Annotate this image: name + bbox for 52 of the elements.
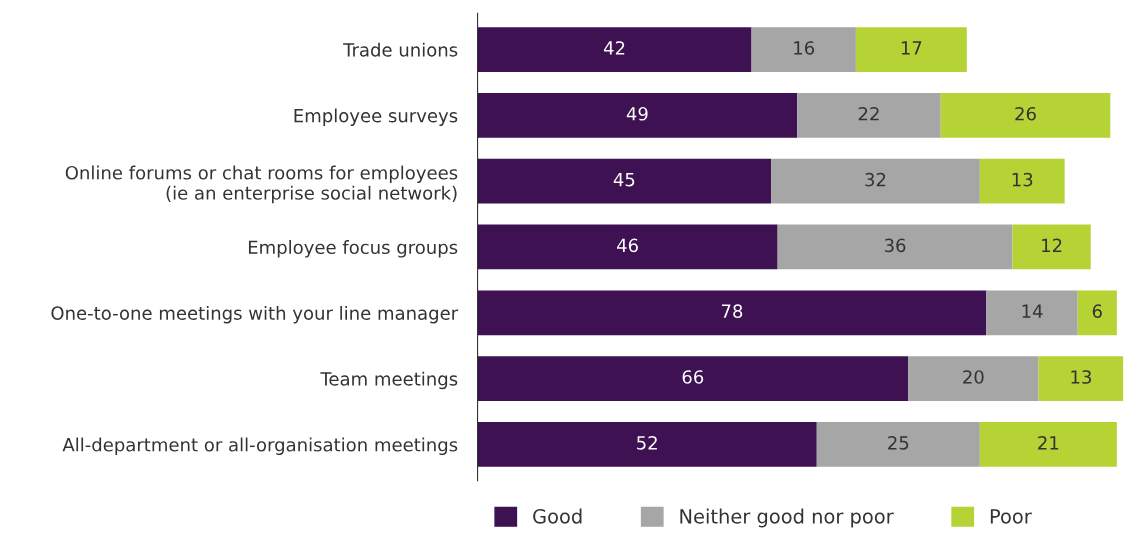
legend-label: Good (533, 508, 582, 524)
bar (986, 290, 1078, 336)
data-label: 20 (963, 370, 984, 384)
data-label: 12 (1042, 238, 1062, 252)
legend-label: Neither good nor poor (680, 508, 894, 528)
bar (1038, 356, 1124, 401)
data-label: 13 (1012, 172, 1033, 187)
data-label: 14 (1022, 304, 1043, 318)
data-label: 66 (682, 370, 704, 384)
legend-label: Poor (990, 509, 1032, 524)
bar (1012, 224, 1091, 270)
bar (979, 158, 1065, 204)
data-label: 22 (858, 106, 879, 121)
data-label: 36 (884, 238, 906, 253)
bar (477, 356, 909, 401)
bar (477, 290, 987, 336)
data-label: 52 (637, 435, 657, 450)
bar (777, 224, 1013, 270)
y-tick-label: Employee focus groups (248, 240, 458, 258)
data-label: 25 (888, 435, 909, 450)
bar (477, 27, 752, 72)
data-label: 42 (603, 41, 625, 55)
bar (940, 92, 1111, 138)
bar (477, 92, 798, 138)
data-label: 17 (901, 41, 922, 55)
bar (797, 92, 941, 138)
data-label: 46 (616, 238, 638, 253)
data-label: 21 (1038, 435, 1059, 450)
bar (477, 422, 817, 467)
bar (477, 224, 778, 270)
data-label: 26 (1015, 106, 1036, 121)
y-tick-label: All-department or all-organisation meetings (62, 437, 458, 456)
data-label: 16 (794, 41, 815, 55)
data-label: 6 (1092, 304, 1102, 319)
data-label: 49 (626, 106, 648, 121)
data-label: 45 (613, 172, 635, 187)
data-label: 13 (1071, 370, 1091, 384)
data-label: 32 (865, 172, 886, 187)
y-tick-label: Team meetings (320, 371, 458, 390)
bar (816, 422, 980, 467)
bar (771, 158, 980, 204)
bar (1077, 290, 1117, 336)
y-tick-label: Online forums or chat rooms for employees (ie an enterprise social network) (65, 165, 458, 204)
y-tick-label: Trade unions (343, 42, 458, 57)
bar (908, 356, 1039, 401)
bar (855, 27, 967, 72)
bar (477, 158, 772, 204)
y-tick-label: One-to-one meetings with your line manager (51, 305, 459, 324)
bar (751, 27, 856, 72)
data-label: 78 (721, 304, 743, 319)
bar (979, 422, 1117, 467)
y-tick-label: Employee surveys (294, 108, 458, 126)
